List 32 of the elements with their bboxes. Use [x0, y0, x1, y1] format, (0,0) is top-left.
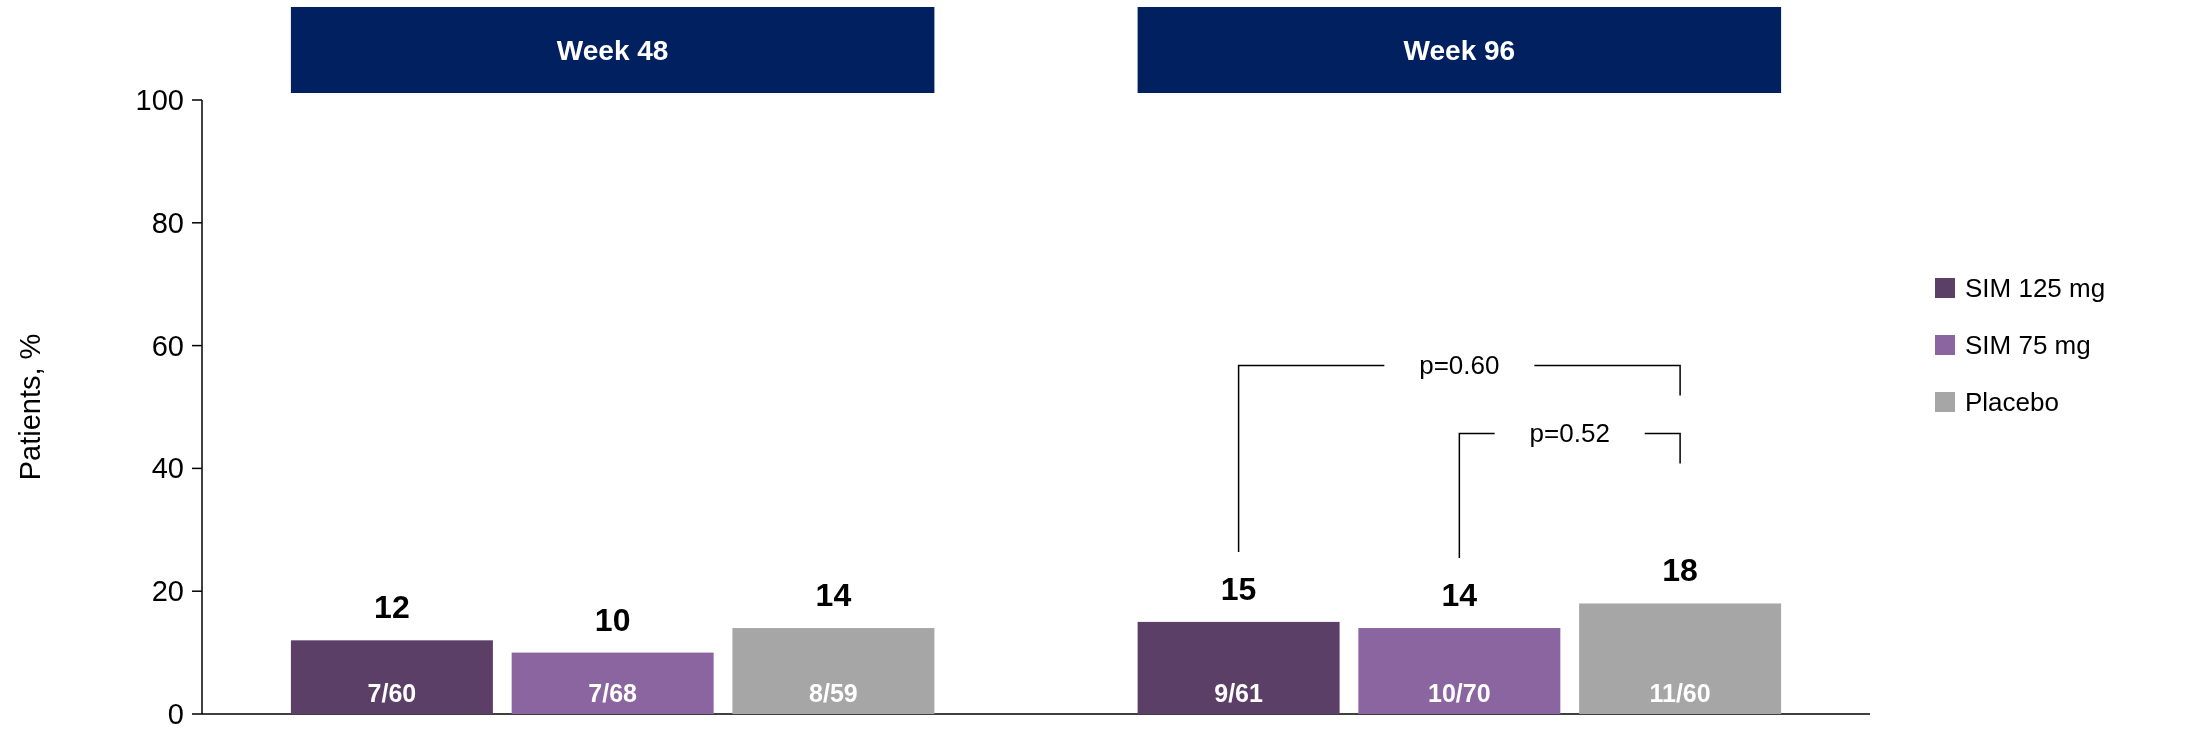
legend-label: SIM 75 mg — [1965, 330, 2091, 360]
x-tick-label: Week 96 — [1403, 35, 1516, 66]
y-tick-label: 20 — [151, 575, 184, 608]
annotation: 7/60 — [367, 679, 417, 707]
annotation: p=0.52 — [1529, 418, 1610, 449]
annotation: 10/70 — [1428, 679, 1491, 707]
data-label: 14 — [1441, 577, 1478, 614]
annotation: 9/61 — [1214, 679, 1264, 707]
bar — [1137, 621, 1340, 714]
bar — [511, 652, 714, 714]
y-tick-label: 80 — [151, 206, 184, 239]
annotation: 8/59 — [809, 679, 858, 707]
bar — [1358, 628, 1561, 714]
data-label: 12 — [374, 589, 410, 626]
data-label: 14 — [815, 577, 852, 614]
annotation: p=0.60 — [1419, 350, 1500, 381]
y-tick-label: 60 — [151, 329, 184, 362]
y-tick-label: 100 — [135, 84, 184, 116]
x-tick-label: Week 48 — [556, 35, 669, 66]
annotation: 7/68 — [588, 679, 638, 707]
data-label: 10 — [594, 601, 631, 638]
annotation: 11/60 — [1649, 679, 1711, 707]
y-tick-label: 40 — [151, 452, 184, 485]
data-label: 18 — [1662, 552, 1698, 589]
y-axis-title: Patients, % — [14, 333, 46, 481]
bar — [732, 628, 935, 714]
legend-label: SIM 125 mg — [1965, 273, 2106, 303]
bar — [1579, 603, 1782, 714]
y-tick-label: 0 — [167, 698, 184, 730]
bar — [290, 640, 493, 714]
legend-label: Placebo — [1965, 387, 2059, 417]
data-label: 15 — [1220, 570, 1257, 607]
